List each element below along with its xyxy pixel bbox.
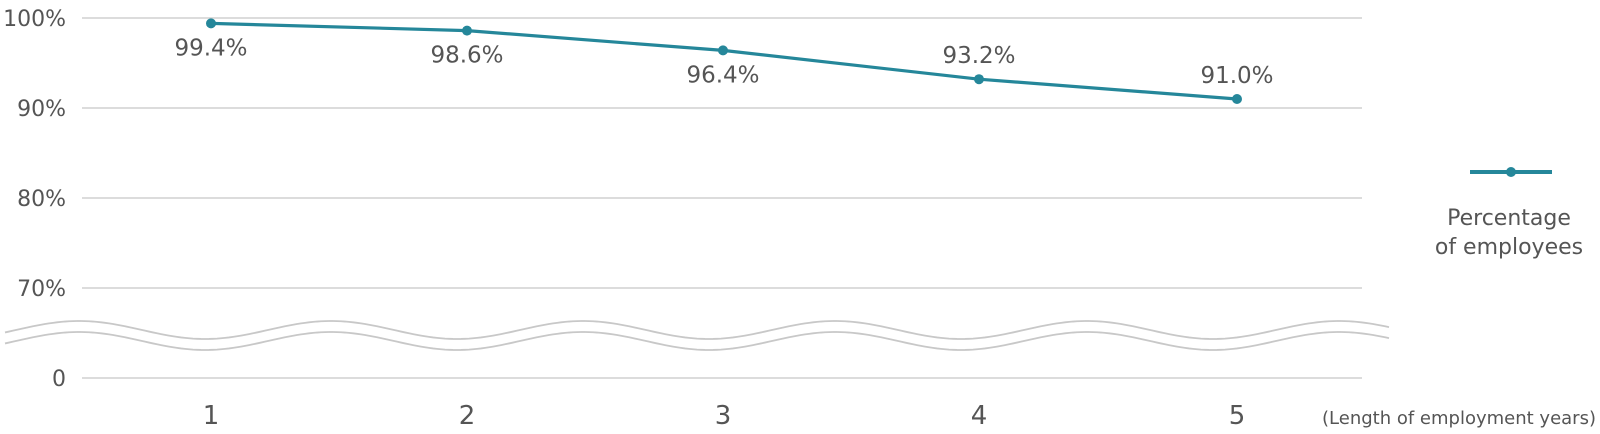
x-tick-label: 4 (971, 401, 988, 431)
data-label: 96.4% (686, 62, 759, 88)
y-tick-label: 100% (3, 7, 66, 32)
series-line-group: 99.4% 98.6% 96.4% 93.2% 91.0% (174, 18, 1274, 104)
data-label: 98.6% (430, 43, 503, 69)
y-tick-label: 80% (17, 187, 66, 212)
data-point (1232, 94, 1242, 104)
x-axis-ticks: 1 2 3 4 5 (203, 401, 1246, 431)
x-tick-label: 3 (715, 401, 732, 431)
axis-break-wave-lower (4, 331, 1390, 351)
axis-break-wave-upper (4, 320, 1390, 340)
data-point (718, 45, 728, 56)
data-point (462, 25, 472, 36)
data-label: 99.4% (174, 35, 247, 61)
x-axis-label: (Length of employment years) (1322, 408, 1596, 429)
data-label: 93.2% (942, 43, 1015, 69)
data-label: 91.0% (1200, 63, 1273, 89)
y-tick-label: 90% (17, 97, 66, 122)
legend: Percentage of employees (1435, 167, 1583, 260)
legend-label-line-1: Percentage (1447, 206, 1571, 231)
data-point (206, 18, 216, 29)
x-tick-label: 2 (459, 401, 476, 431)
y-axis-ticks: 100% 90% 80% 70% 0 (3, 7, 66, 392)
data-point (974, 74, 984, 85)
legend-marker (1506, 167, 1516, 177)
x-tick-label: 1 (203, 401, 220, 431)
axis-break (4, 320, 1390, 351)
gridlines (82, 17, 1362, 379)
y-tick-label: 70% (17, 277, 66, 302)
y-tick-label: 0 (52, 367, 66, 392)
x-tick-label: 5 (1229, 401, 1246, 431)
legend-label-line-2: of employees (1435, 235, 1583, 260)
